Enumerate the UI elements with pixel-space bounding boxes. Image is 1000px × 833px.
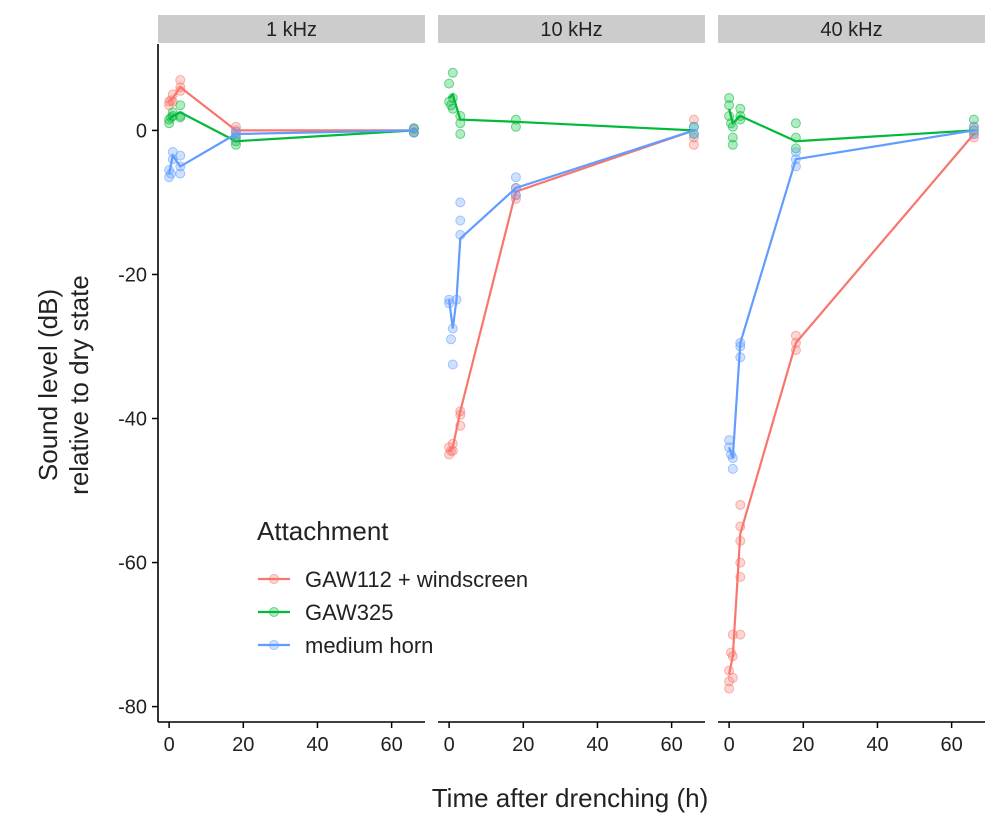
data-point (724, 676, 735, 687)
data-point (688, 132, 699, 143)
legend-key-point (269, 607, 279, 617)
data-point (510, 121, 521, 132)
y-axis-title: Sound level (dB) relative to dry state (33, 275, 94, 495)
series-gaw112-windscreen (724, 121, 979, 694)
facet-strip (158, 15, 425, 43)
series-line (168, 129, 414, 174)
data-point (175, 168, 186, 179)
x-tick-label: 60 (381, 734, 403, 756)
series-medium-horn (444, 121, 699, 370)
data-point (447, 359, 458, 370)
data-point (790, 143, 801, 154)
legend-entry: GAW325 (258, 600, 393, 625)
y-axis-title-line-2: relative to dry state (64, 275, 94, 495)
series-line (728, 133, 975, 675)
data-point (688, 139, 699, 150)
x-tick-label: 60 (661, 734, 683, 756)
legend-label: medium horn (305, 633, 433, 658)
data-point (724, 683, 735, 694)
data-point (455, 197, 466, 208)
data-point (175, 100, 186, 111)
series-gaw112-windscreen (444, 114, 699, 460)
series-line (728, 129, 975, 459)
y-tick-label: -60 (118, 553, 147, 575)
series-line (448, 92, 694, 132)
data-point (735, 557, 746, 568)
x-tick-label: 0 (444, 734, 455, 756)
series-line (448, 129, 695, 452)
x-tick-label: 20 (232, 734, 254, 756)
data-point (724, 93, 735, 103)
data-point (727, 463, 738, 474)
x-tick-label: 40 (866, 734, 888, 756)
data-point (790, 330, 801, 341)
series-line (168, 85, 414, 132)
facet-strip (718, 15, 985, 43)
data-point (790, 147, 801, 157)
series-line (168, 111, 414, 143)
data-point (455, 215, 466, 226)
x-tick-label: 20 (792, 734, 814, 756)
y-tick-label: -40 (118, 409, 147, 431)
data-point (444, 78, 455, 89)
series-medium-horn (164, 124, 419, 183)
data-point (446, 334, 456, 345)
data-point (688, 114, 699, 125)
x-tick-label: 40 (586, 734, 608, 756)
panel-3: 40 kHz (718, 15, 985, 694)
x-tick-label: 20 (512, 734, 534, 756)
data-point (510, 172, 521, 183)
y-axis-title-line-1: Sound level (dB) (33, 289, 63, 481)
legend-entry: GAW112 + windscreen (258, 567, 528, 592)
facet-strip-label: 40 kHz (820, 19, 882, 41)
data-point (727, 132, 738, 143)
data-point (735, 499, 746, 510)
data-point (968, 114, 979, 125)
x-tick-label: 0 (724, 734, 735, 756)
x-tick-label: 40 (306, 734, 328, 756)
y-tick-label: 0 (136, 120, 147, 142)
panel-2: 10 kHz (438, 15, 705, 460)
legend-label: GAW325 (305, 600, 393, 625)
y-tick-label: -80 (118, 697, 147, 719)
data-point (727, 672, 738, 683)
y-tick-label: -20 (118, 264, 147, 286)
series-medium-horn (724, 121, 979, 474)
x-axis-title: Time after drenching (h) (432, 783, 708, 813)
series-line (448, 129, 695, 329)
axes-layer: 0 20 40 60 0 20 40 60 0 20 40 60 0 -20 -40 -60 -80 (118, 44, 985, 756)
data-point (510, 190, 521, 201)
facet-strip-label: 1 kHz (266, 19, 317, 41)
data-point (790, 118, 801, 129)
legend-key-point (269, 640, 279, 650)
data-point (455, 129, 466, 139)
data-point (724, 100, 735, 111)
series-gaw112-windscreen (164, 75, 419, 139)
legend: Attachment GAW112 + windscreen GAW325 medi… (257, 516, 528, 658)
legend-label: GAW112 + windscreen (305, 567, 528, 592)
data-point (447, 67, 458, 78)
x-tick-label: 60 (941, 734, 963, 756)
x-tick-label: 0 (164, 734, 175, 756)
series-gaw325 (164, 100, 419, 150)
data-point (735, 629, 746, 640)
data-point (166, 168, 176, 179)
legend-entry: medium horn (258, 633, 433, 658)
panels-layer: 1 kHz 10 kHz 40 kHz (158, 15, 985, 694)
data-point (175, 75, 186, 85)
series-line (728, 108, 974, 143)
legend-key-point (269, 574, 279, 584)
data-point (727, 139, 738, 150)
data-point (175, 150, 186, 161)
facet-strip-label: 10 kHz (540, 19, 602, 41)
series-gaw325 (444, 67, 699, 139)
legend-title: Attachment (257, 516, 389, 546)
panel-1: 1 kHz (158, 15, 425, 183)
facet-strip (438, 15, 705, 43)
data-point (735, 103, 746, 114)
series-gaw325 (724, 93, 979, 154)
